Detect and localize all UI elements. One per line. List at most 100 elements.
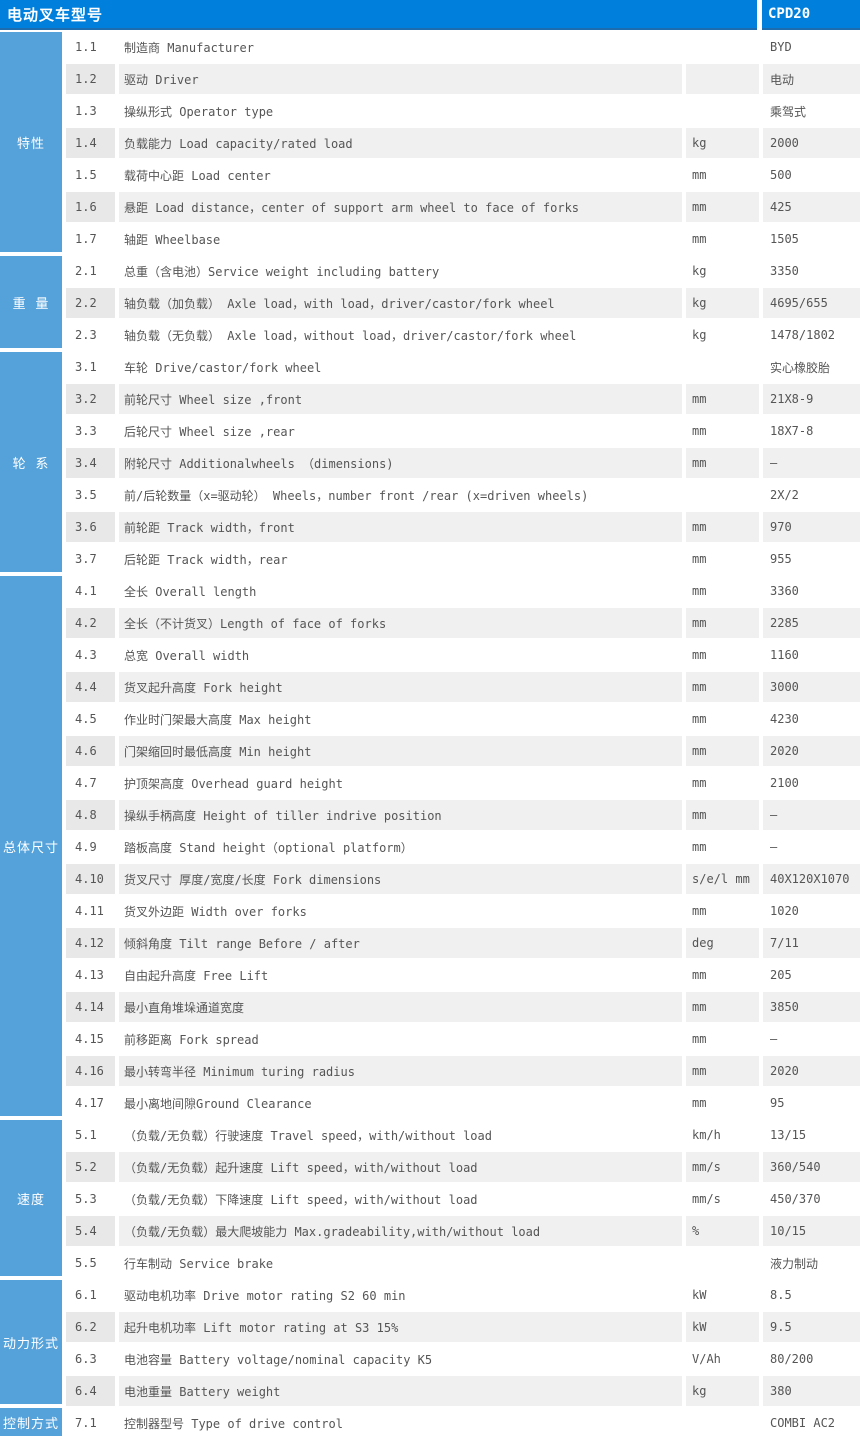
table-row: 6.1 驱动电机功率 Drive motor rating S2 60 min kW… <box>66 1280 860 1310</box>
row-description-cell: 货叉起升高度 Fork height <box>119 672 682 702</box>
row-number-cell: 5.3 <box>66 1184 115 1214</box>
row-description-cell: 轴距 Wheelbase <box>119 224 682 254</box>
spec-section: 控制方式 7.1 控制器型号 Type of drive control COMBI … <box>0 1408 860 1440</box>
table-row: 3.2 前轮尺寸 Wheel size ,front mm 21X8-9 <box>66 384 860 414</box>
row-number-cell: 6.4 <box>66 1376 115 1406</box>
row-unit-cell <box>686 1248 759 1278</box>
row-description-cell: 自由起升高度 Free Lift <box>119 960 682 990</box>
spec-section: 轮 系 3.1 车轮 Drive/castor/fork wheel 实心橡胶胎 3.2… <box>0 352 860 576</box>
row-value-cell: 2020 <box>763 1056 860 1086</box>
row-number-cell: 1.6 <box>66 192 115 222</box>
row-number-cell: 3.4 <box>66 448 115 478</box>
row-value-cell: 4230 <box>763 704 860 734</box>
row-value-cell: 3360 <box>763 576 860 606</box>
row-number-cell: 3.7 <box>66 544 115 574</box>
row-description-cell: 驱动 Driver <box>119 64 682 94</box>
row-value-cell: — <box>763 800 860 830</box>
row-unit-cell: mm <box>686 640 759 670</box>
header-spacer <box>0 30 860 32</box>
table-row: 5.3 （负载/无负载）下降速度 Lift speed，with/without … <box>66 1184 860 1214</box>
row-value-cell: BYD <box>763 32 860 62</box>
row-number-cell: 5.1 <box>66 1120 115 1150</box>
row-description-cell: 作业时门架最大高度 Max height <box>119 704 682 734</box>
row-unit-cell: mm <box>686 576 759 606</box>
row-description-cell: 最小直角堆垛通道宽度 <box>119 992 682 1022</box>
row-unit-cell: kg <box>686 256 759 286</box>
section-sidebar: 速度 <box>0 1120 66 1280</box>
row-unit-cell <box>686 352 759 382</box>
section-sidebar: 轮 系 <box>0 352 66 576</box>
row-unit-cell: mm <box>686 992 759 1022</box>
row-unit-cell: mm <box>686 704 759 734</box>
row-value-cell: 电动 <box>763 64 860 94</box>
row-value-cell: 2X/2 <box>763 480 860 510</box>
row-description-cell: 制造商 Manufacturer <box>119 32 682 62</box>
row-description-cell: 全长 Overall length <box>119 576 682 606</box>
row-value-cell: 2100 <box>763 768 860 798</box>
row-description-cell: 护顶架高度 Overhead guard height <box>119 768 682 798</box>
row-value-cell: — <box>763 448 860 478</box>
row-unit-cell: mm <box>686 1088 759 1118</box>
row-value-cell: 2285 <box>763 608 860 638</box>
row-value-cell: 360/540 <box>763 1152 860 1182</box>
row-description-cell: 门架缩回时最低高度 Min height <box>119 736 682 766</box>
row-value-cell: 1478/1802 <box>763 320 860 350</box>
row-number-cell: 4.4 <box>66 672 115 702</box>
table-title: 电动叉车型号 <box>0 0 757 30</box>
table-row: 4.16 最小转弯半径 Minimum turing radius mm 2020 <box>66 1056 860 1086</box>
section-rows: 3.1 车轮 Drive/castor/fork wheel 实心橡胶胎 3.2 前轮尺… <box>66 352 860 576</box>
row-number-cell: 3.2 <box>66 384 115 414</box>
section-label: 总体尺寸 <box>0 576 62 1116</box>
row-number-cell: 6.1 <box>66 1280 115 1310</box>
row-number-cell: 4.14 <box>66 992 115 1022</box>
row-unit-cell: mm <box>686 224 759 254</box>
section-label: 速度 <box>0 1120 62 1276</box>
table-row: 1.5 载荷中心距 Load center mm 500 <box>66 160 860 190</box>
row-unit-cell: mm <box>686 416 759 446</box>
section-label: 特性 <box>0 32 62 252</box>
row-number-cell: 3.1 <box>66 352 115 382</box>
row-number-cell: 7.1 <box>66 1408 115 1438</box>
table-row: 4.5 作业时门架最大高度 Max height mm 4230 <box>66 704 860 734</box>
table-row: 4.11 货叉外边距 Width over forks mm 1020 <box>66 896 860 926</box>
row-description-cell: 操纵手柄高度 Height of tiller indrive position <box>119 800 682 830</box>
row-value-cell: — <box>763 1024 860 1054</box>
row-unit-cell: mm <box>686 832 759 862</box>
row-number-cell: 4.2 <box>66 608 115 638</box>
row-number-cell: 4.8 <box>66 800 115 830</box>
row-number-cell: 1.3 <box>66 96 115 126</box>
row-value-cell: 1505 <box>763 224 860 254</box>
spec-section: 重 量 2.1 总重（含电池）Service weight including ba… <box>0 256 860 352</box>
row-value-cell: 425 <box>763 192 860 222</box>
row-unit-cell <box>686 480 759 510</box>
row-unit-cell <box>686 64 759 94</box>
row-unit-cell: mm/s <box>686 1184 759 1214</box>
table-row: 1.4 负载能力 Load capacity/rated load kg 2000 <box>66 128 860 158</box>
row-value-cell: 1160 <box>763 640 860 670</box>
row-description-cell: 车轮 Drive/castor/fork wheel <box>119 352 682 382</box>
row-value-cell: 80/200 <box>763 1344 860 1374</box>
row-unit-cell: mm/s <box>686 1152 759 1182</box>
spec-table: 特性 1.1 制造商 Manufacturer BYD 1.2 驱动 Driver 电动 1.… <box>0 32 860 1440</box>
row-description-cell: 倾斜角度 Tilt range Before / after <box>119 928 682 958</box>
row-value-cell: 18X7-8 <box>763 416 860 446</box>
row-number-cell: 3.5 <box>66 480 115 510</box>
spec-section: 动力形式 6.1 驱动电机功率 Drive motor rating S2 60 m… <box>0 1280 860 1408</box>
table-row: 7.1 控制器型号 Type of drive control COMBI AC2 <box>66 1408 860 1438</box>
row-number-cell: 1.4 <box>66 128 115 158</box>
table-row: 1.3 操纵形式 Operator type 乘驾式 <box>66 96 860 126</box>
row-unit-cell: mm <box>686 160 759 190</box>
row-description-cell: 操纵形式 Operator type <box>119 96 682 126</box>
row-number-cell: 5.4 <box>66 1216 115 1246</box>
table-row: 4.17 最小离地间隙Ground Clearance mm 95 <box>66 1088 860 1118</box>
table-row: 3.1 车轮 Drive/castor/fork wheel 实心橡胶胎 <box>66 352 860 382</box>
row-number-cell: 4.1 <box>66 576 115 606</box>
row-unit-cell: s/e/l mm <box>686 864 759 894</box>
section-rows: 6.1 驱动电机功率 Drive motor rating S2 60 min kW… <box>66 1280 860 1408</box>
row-value-cell: 1020 <box>763 896 860 926</box>
section-rows: 1.1 制造商 Manufacturer BYD 1.2 驱动 Driver 电动 1.3 操… <box>66 32 860 256</box>
section-rows: 5.1 （负载/无负载）行驶速度 Travel speed，with/withou… <box>66 1120 860 1280</box>
row-value-cell: 3850 <box>763 992 860 1022</box>
row-description-cell: 前移距离 Fork spread <box>119 1024 682 1054</box>
table-row: 5.4 （负载/无负载）最大爬坡能力 Max.gradeability,with/… <box>66 1216 860 1246</box>
